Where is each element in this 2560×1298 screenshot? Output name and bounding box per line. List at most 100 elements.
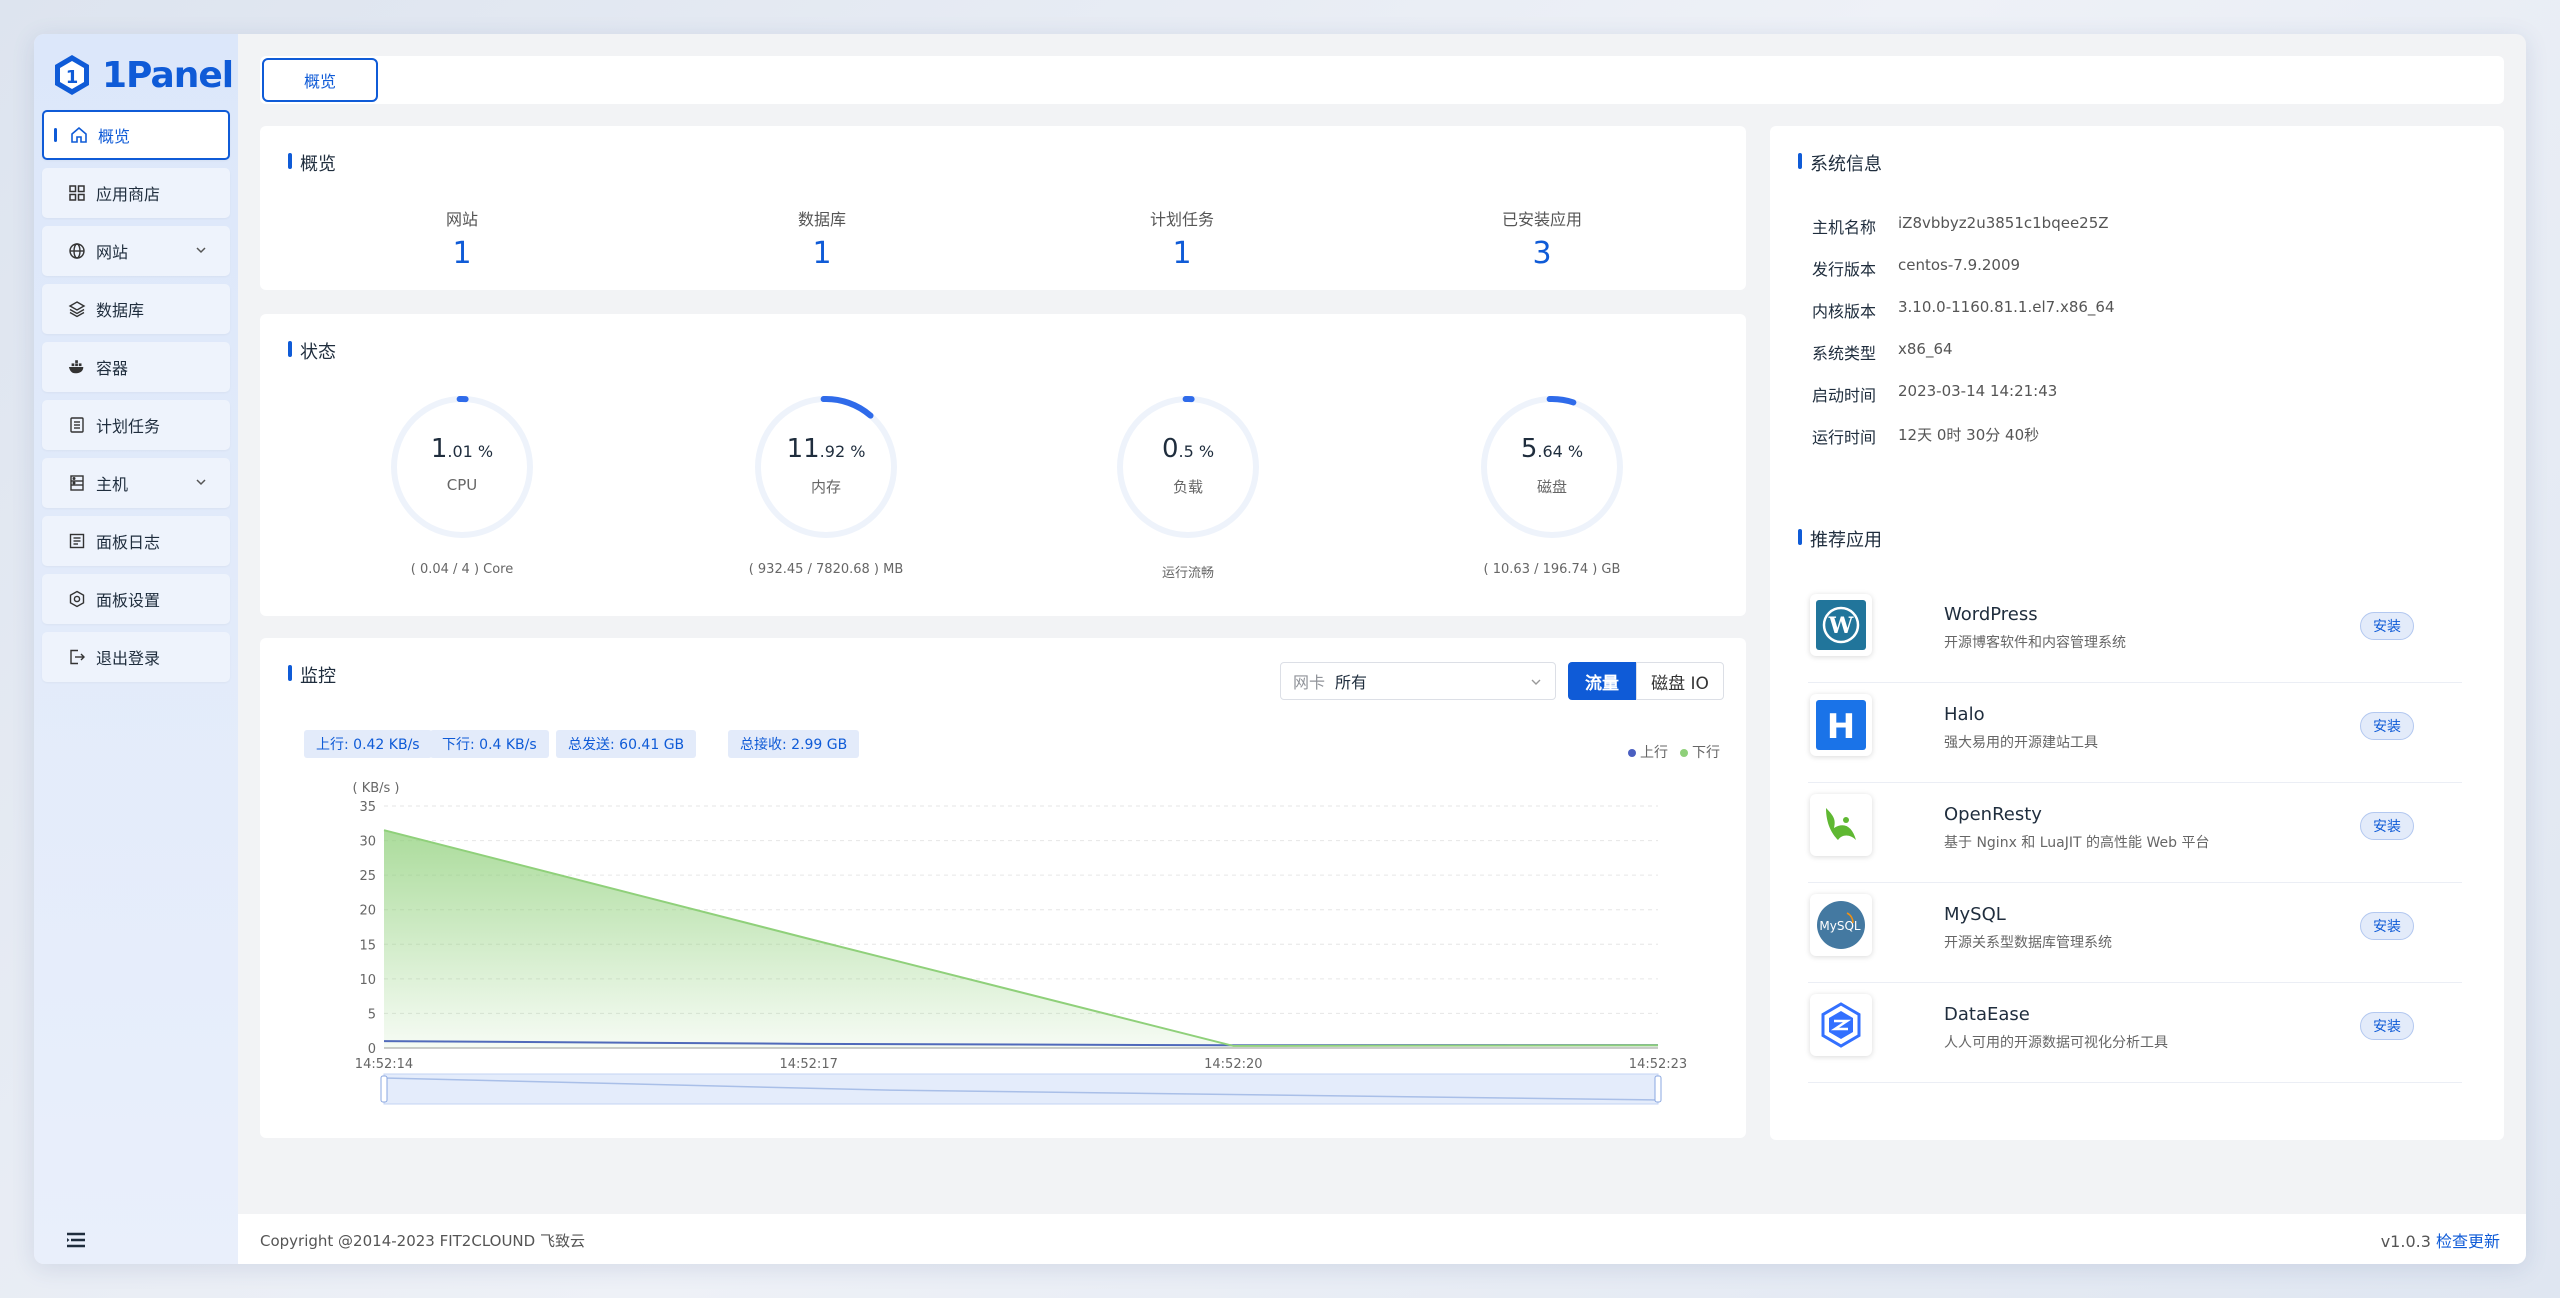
gauge-dec: .64 — [1537, 442, 1563, 461]
svg-text:MySQL: MySQL — [1819, 919, 1861, 933]
status-card: 状态 1.01 % CPU( 0.04 / 4 ) Core 11.92 % 内存( … — [260, 314, 1746, 616]
globe-icon — [68, 242, 86, 260]
gauge-ring — [1117, 396, 1259, 538]
log-icon — [68, 532, 86, 550]
app-name: MySQL — [1944, 904, 2006, 925]
y-tick-label: 10 — [359, 973, 376, 988]
legend-item-up[interactable]: 上行 — [1628, 742, 1668, 762]
stat-label: 网站 — [445, 210, 478, 229]
info-value: 3.10.0-1160.81.1.el7.x86_64 — [1898, 298, 2115, 316]
stat-label: 已安装应用 — [1501, 210, 1582, 229]
disk-io-toggle[interactable]: 磁盘 IO — [1636, 662, 1724, 700]
y-tick-label: 25 — [359, 869, 376, 884]
install-button[interactable]: 安装 — [2360, 712, 2414, 740]
gauge-fill — [391, 396, 533, 538]
sysinfo-row: 发行版本 centos-7.9.2009 — [1812, 256, 2020, 280]
zoom-handle-left — [380, 1075, 388, 1103]
version-number: v1.0.3 — [2380, 1232, 2431, 1251]
gauge-name: 磁盘 — [1536, 478, 1567, 496]
series-line-上行 — [383, 1040, 1659, 1047]
overview-card: 概览 网站 1 数据库 1 计划任务 1 已安装应用 3 — [260, 126, 1746, 290]
sidebar-item-database[interactable]: 数据库 — [42, 284, 230, 334]
sidebar-item-host[interactable]: 主机 — [42, 458, 230, 508]
x-tick-label: 14:52:14 — [355, 1057, 413, 1072]
docker-icon — [68, 358, 86, 376]
menu-collapse-icon[interactable] — [64, 1228, 88, 1252]
monitor-title: 监控 — [288, 662, 336, 688]
sidebar-item-overview[interactable]: 概览 — [42, 110, 230, 160]
sidebar: 1 1Panel 概览 应用商店 网站 — [34, 34, 238, 1264]
home-icon — [70, 126, 88, 144]
check-update-link[interactable]: 检查更新 — [2435, 1232, 2500, 1251]
logo[interactable]: 1 1Panel — [52, 48, 234, 102]
info-value: centos-7.9.2009 — [1898, 256, 2021, 274]
stat-value[interactable]: 3 — [1532, 236, 1552, 271]
select-prefix: 网卡 — [1293, 673, 1326, 692]
gauge-track — [755, 396, 897, 538]
gauge-track — [1117, 396, 1259, 538]
svg-text:H: H — [1827, 707, 1855, 747]
app-name: WordPress — [1944, 604, 2038, 625]
sidebar-item-label: 网站 — [96, 243, 129, 262]
sidebar-item-website[interactable]: 网站 — [42, 226, 230, 276]
dataease-icon — [1810, 994, 1872, 1056]
sidebar-item-settings[interactable]: 面板设置 — [42, 574, 230, 624]
mysql-icon: MySQL — [1810, 894, 1872, 956]
stat-value[interactable]: 1 — [1172, 236, 1192, 271]
traffic-toggle[interactable]: 流量 — [1568, 662, 1636, 700]
traffic-chart: 0 5 10 15 20 25 30 35 ( KB/s ) 14:52:14 14:52:17 14… — [352, 781, 1687, 1105]
app-desc: 开源关系型数据库管理系统 — [1944, 935, 2112, 951]
tab-overview[interactable]: 概览 — [262, 58, 378, 102]
sidebar-item-container[interactable]: 容器 — [42, 342, 230, 392]
nic-select[interactable]: 网卡 所有 — [1280, 662, 1556, 700]
monitor-card: 监控 网卡 所有 流量 磁盘 IO 上行: 0.42 KB/s 下行: 0.4 … — [260, 638, 1746, 1138]
gauge-value: 11.92 % — [646, 434, 1006, 464]
info-key: 发行版本 — [1812, 260, 1877, 279]
select-value: 所有 — [1335, 673, 1368, 692]
gauge-value: 1.01 % — [282, 434, 642, 464]
sidebar-item-logs[interactable]: 面板日志 — [42, 516, 230, 566]
gauge-int: 1 — [430, 434, 448, 464]
gauge-foot: ( 10.63 / 196.74 ) GB — [1483, 562, 1621, 577]
gauge-dec: .5 — [1178, 442, 1194, 461]
app-window: 1 1Panel 概览 应用商店 网站 — [34, 34, 2526, 1264]
sidebar-item-logout[interactable]: 退出登录 — [42, 632, 230, 682]
overview-stat-database[interactable]: 数据库 1 — [642, 206, 1002, 271]
svg-text:W: W — [1828, 613, 1854, 639]
gauge-foot: ( 932.45 / 7820.68 ) MB — [748, 562, 904, 577]
gauge-ring — [391, 396, 533, 538]
overview-stat-website[interactable]: 网站 1 — [282, 206, 642, 271]
brand-name: 1Panel — [102, 54, 234, 96]
gauge-dec: .92 — [819, 442, 846, 461]
sidebar-item-label: 主机 — [96, 475, 129, 494]
info-key: 内核版本 — [1812, 302, 1877, 321]
legend-item-down[interactable]: 下行 — [1680, 742, 1720, 762]
install-button[interactable]: 安装 — [2360, 612, 2414, 640]
sidebar-item-cron[interactable]: 计划任务 — [42, 400, 230, 450]
apps-title: 推荐应用 — [1798, 526, 1882, 552]
overview-stat-apps[interactable]: 已安装应用 3 — [1362, 206, 1722, 271]
gauge-int: 5 — [1520, 434, 1538, 464]
info-value: 2023-03-14 14:21:43 — [1898, 382, 2058, 400]
series-line-下行 — [383, 829, 1659, 1047]
app-name: OpenResty — [1944, 804, 2042, 825]
stat-value[interactable]: 1 — [812, 236, 832, 271]
gauge-fill — [755, 396, 897, 538]
stat-label: 数据库 — [797, 210, 846, 229]
gauge-foot: 运行流畅 — [1161, 566, 1214, 581]
footer: Copyright @2014-2023 FIT2CLOUND 飞致云 v1.0… — [238, 1214, 2526, 1264]
sidebar-item-label: 面板日志 — [96, 533, 161, 552]
halo-icon: H — [1810, 694, 1872, 756]
install-button[interactable]: 安装 — [2360, 912, 2414, 940]
gauge-int: 0 — [1161, 434, 1179, 464]
app-row-halo: H Halo 强大易用的开源建站工具 安装 — [1808, 682, 2462, 783]
install-button[interactable]: 安装 — [2360, 812, 2414, 840]
info-value: x86_64 — [1898, 340, 1953, 358]
app-desc: 基于 Nginx 和 LuaJIT 的高性能 Web 平台 — [1944, 835, 2210, 851]
install-button[interactable]: 安装 — [2360, 1012, 2414, 1040]
stat-value[interactable]: 1 — [452, 236, 472, 271]
host-icon — [68, 474, 86, 492]
sidebar-item-appstore[interactable]: 应用商店 — [42, 168, 230, 218]
overview-stat-cron[interactable]: 计划任务 1 — [1002, 206, 1362, 271]
download-badge: 下行: 0.4 KB/s — [430, 730, 549, 758]
